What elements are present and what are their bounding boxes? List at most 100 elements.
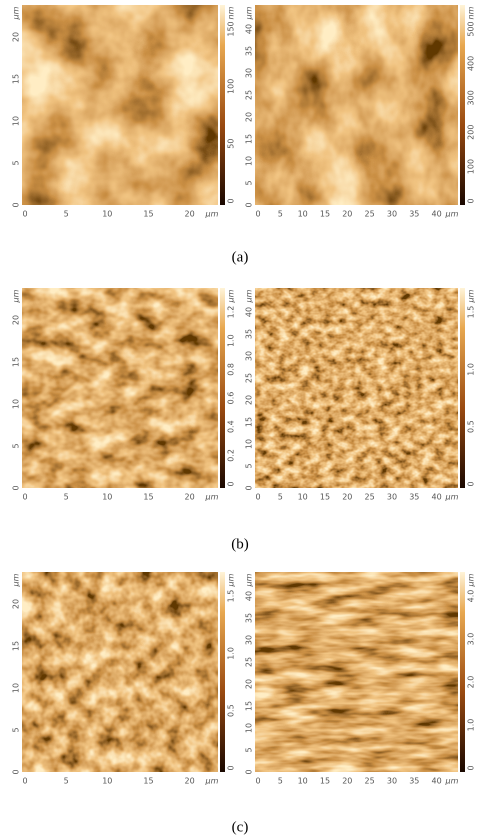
scale-tick-label: 0.8 xyxy=(227,363,236,376)
scale-tick-label: 4.0 xyxy=(467,590,476,603)
scale-unit: μm xyxy=(467,573,476,587)
y-tick-label: 20 xyxy=(12,315,21,325)
y-tick-label: 35 xyxy=(245,329,254,339)
y-tick-label: 10 xyxy=(12,399,21,409)
scale-unit: nm xyxy=(467,6,476,19)
y-unit: μm xyxy=(12,6,21,20)
scale-tick-label: 0 xyxy=(227,198,236,203)
colorbar xyxy=(460,5,465,205)
x-tick-label: 0 xyxy=(22,493,27,502)
y-tick-label: 40 xyxy=(245,307,254,317)
scale-tick-label: 400 xyxy=(467,56,476,71)
y-tick-label: 10 xyxy=(245,439,254,449)
x-tick-label: 10 xyxy=(102,777,112,786)
x-tick-label: 35 xyxy=(409,493,419,502)
y-tick-label: 15 xyxy=(12,74,21,84)
scale-tick-label: 200 xyxy=(467,125,476,140)
y-tick-label: 30 xyxy=(245,351,254,361)
scale-unit: μm xyxy=(467,289,476,303)
y-tick-label: 10 xyxy=(245,156,254,166)
scale-tick-label: 0 xyxy=(227,765,236,770)
x-tick-label: 5 xyxy=(278,777,283,786)
scale-tick-label: 500 xyxy=(467,21,476,36)
scale-tick-label: 100 xyxy=(227,79,236,94)
x-tick-label: 40 xyxy=(432,493,442,502)
x-tick-label: 5 xyxy=(64,777,69,786)
x-unit: μm xyxy=(445,210,459,219)
y-tick-label: 10 xyxy=(12,683,21,693)
y-tick-label: 0 xyxy=(12,769,21,774)
scale-tick-label: 300 xyxy=(467,90,476,105)
figure: (a)05101520μm05101520μm050100150nm051015… xyxy=(0,0,477,840)
x-tick-label: 10 xyxy=(298,210,308,219)
x-unit: μm xyxy=(205,210,219,219)
y-tick-label: 30 xyxy=(245,635,254,645)
y-tick-label: 0 xyxy=(12,485,21,490)
x-tick-label: 30 xyxy=(387,493,397,502)
y-tick-label: 40 xyxy=(245,24,254,34)
scale-tick-label: 150 xyxy=(227,21,236,36)
y-tick-label: 35 xyxy=(245,613,254,623)
panel-label: (a) xyxy=(232,249,249,265)
afm-image xyxy=(255,288,458,488)
scale-tick-label: 0.2 xyxy=(227,449,236,462)
scale-tick-label: 100 xyxy=(467,159,476,174)
y-tick-label: 5 xyxy=(245,180,254,185)
x-tick-label: 0 xyxy=(255,493,260,502)
y-tick-label: 35 xyxy=(245,46,254,56)
x-tick-label: 0 xyxy=(22,210,27,219)
x-tick-label: 35 xyxy=(409,210,419,219)
x-tick-label: 0 xyxy=(255,777,260,786)
scale-tick-label: 1.0 xyxy=(467,363,476,376)
x-tick-label: 15 xyxy=(320,777,330,786)
x-unit: μm xyxy=(445,777,459,786)
scale-tick-label: 50 xyxy=(227,139,236,149)
y-unit: μm xyxy=(12,573,21,587)
y-tick-label: 5 xyxy=(12,443,21,448)
x-tick-label: 15 xyxy=(143,777,153,786)
scale-tick-label: 3.0 xyxy=(467,633,476,646)
scale-unit: μm xyxy=(227,289,236,303)
afm-image xyxy=(22,288,218,488)
y-tick-label: 15 xyxy=(245,417,254,427)
scale-tick-label: 1.0 xyxy=(227,647,236,660)
y-tick-label: 20 xyxy=(245,679,254,689)
colorbar xyxy=(220,288,225,488)
y-tick-label: 25 xyxy=(245,90,254,100)
afm-image xyxy=(255,572,458,772)
afm-image xyxy=(22,572,218,772)
x-unit: μm xyxy=(205,777,219,786)
y-tick-label: 0 xyxy=(12,202,21,207)
scale-tick-label: 0 xyxy=(227,481,236,486)
x-tick-label: 10 xyxy=(298,777,308,786)
scale-tick-label: 0.5 xyxy=(227,704,236,717)
x-tick-label: 15 xyxy=(320,210,330,219)
x-tick-label: 0 xyxy=(255,210,260,219)
x-tick-label: 20 xyxy=(185,493,195,502)
x-tick-label: 15 xyxy=(143,493,153,502)
y-tick-label: 30 xyxy=(245,68,254,78)
scale-tick-label: 0.4 xyxy=(227,420,236,433)
colorbar xyxy=(460,572,465,772)
x-tick-label: 30 xyxy=(387,210,397,219)
y-tick-label: 20 xyxy=(12,32,21,42)
y-unit: μm xyxy=(245,289,254,303)
y-tick-label: 15 xyxy=(245,134,254,144)
y-unit: μm xyxy=(245,573,254,587)
panel-label: (c) xyxy=(232,819,249,835)
y-tick-label: 15 xyxy=(245,701,254,711)
y-tick-label: 0 xyxy=(245,769,254,774)
afm-image xyxy=(22,5,218,205)
x-tick-label: 10 xyxy=(102,210,112,219)
scale-tick-label: 1.0 xyxy=(227,334,236,347)
x-tick-label: 30 xyxy=(387,777,397,786)
x-tick-label: 25 xyxy=(365,493,375,502)
x-tick-label: 0 xyxy=(22,777,27,786)
colorbar xyxy=(220,572,225,772)
x-unit: μm xyxy=(445,493,459,502)
x-tick-label: 40 xyxy=(432,210,442,219)
y-tick-label: 5 xyxy=(245,747,254,752)
scale-tick-label: 0.6 xyxy=(227,392,236,405)
scale-tick-label: 1.5 xyxy=(227,590,236,603)
scale-tick-label: 0.5 xyxy=(467,420,476,433)
